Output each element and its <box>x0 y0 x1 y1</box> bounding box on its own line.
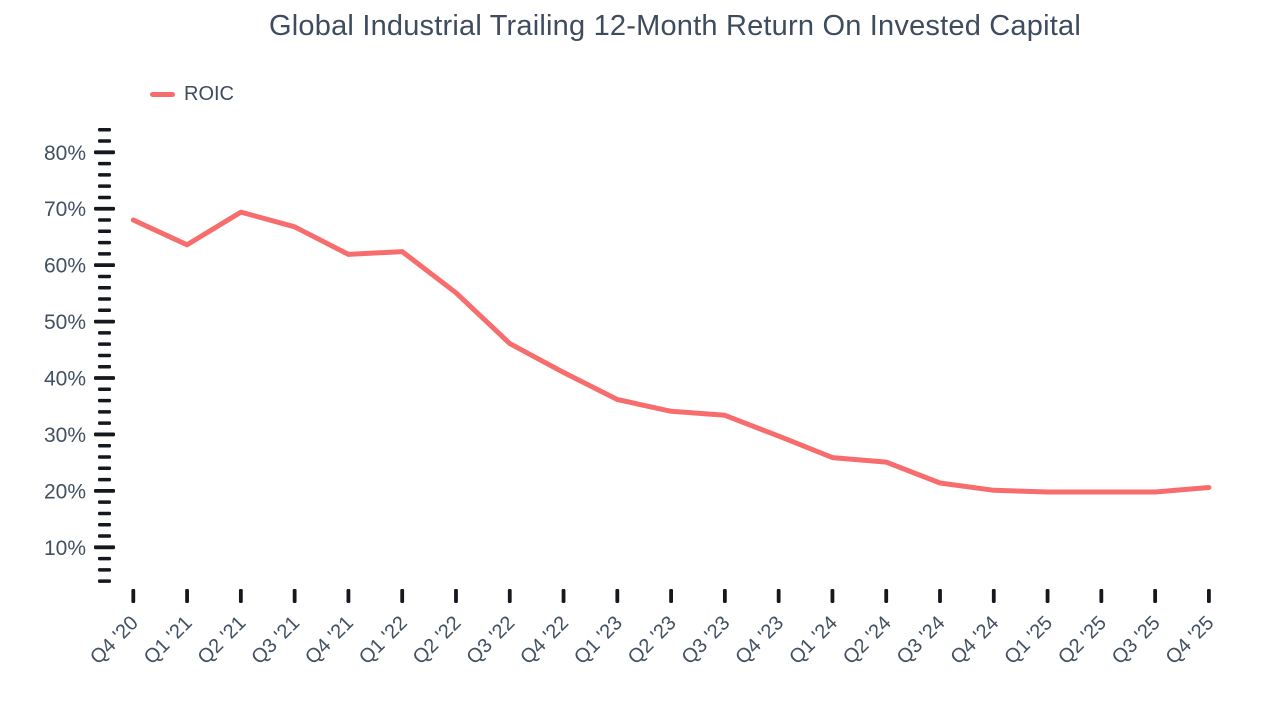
y-axis-minor-tick <box>98 285 111 290</box>
y-axis-minor-tick <box>98 229 111 234</box>
x-axis-tick <box>991 589 996 603</box>
x-axis-label: Q1 '23 <box>570 612 627 669</box>
x-axis-label: Q2 '24 <box>839 612 896 669</box>
x-axis-label: Q3 '21 <box>247 612 304 669</box>
y-axis-label: 10% <box>44 537 86 560</box>
y-axis-major-tick <box>94 432 115 437</box>
y-axis-minor-tick <box>98 331 111 335</box>
y-axis-minor-tick <box>98 161 111 166</box>
y-axis-minor-tick <box>98 579 111 583</box>
y-axis-label: 20% <box>44 480 86 503</box>
x-axis-label: Q2 '25 <box>1054 612 1111 669</box>
y-axis-major-tick <box>94 206 115 211</box>
x-axis-label: Q3 '24 <box>893 612 950 669</box>
y-axis-major-tick <box>94 263 115 268</box>
x-axis-tick <box>185 589 189 603</box>
y-axis-major-tick <box>94 545 115 550</box>
y-axis-minor-tick <box>98 308 111 313</box>
x-axis-tick <box>830 589 835 603</box>
x-axis-label: Q4 '21 <box>301 612 358 669</box>
x-axis-tick <box>938 589 942 603</box>
x-axis-tick <box>507 589 512 603</box>
y-axis-minor-tick <box>98 297 111 301</box>
y-axis-minor-tick <box>98 218 111 222</box>
y-axis-minor-tick <box>98 353 111 358</box>
y-axis-minor-tick <box>98 127 111 132</box>
x-axis-label: Q1 '25 <box>1000 612 1057 669</box>
y-axis-minor-tick <box>98 342 111 346</box>
y-axis-label: 40% <box>44 368 86 391</box>
x-axis-tick <box>131 589 136 603</box>
y-axis-minor-tick <box>98 455 111 459</box>
roic-series-line <box>130 209 1212 495</box>
y-axis-major-tick <box>94 150 115 155</box>
y-axis-minor-tick <box>98 443 111 448</box>
legend-label: ROIC <box>184 83 234 105</box>
y-axis-label: 70% <box>44 198 86 221</box>
y-axis-minor-tick <box>98 139 111 143</box>
y-axis-label: 60% <box>44 255 86 278</box>
line-swatch-icon <box>150 92 175 97</box>
x-axis-tick <box>884 589 889 603</box>
y-axis-minor-tick <box>98 195 111 200</box>
x-axis-tick <box>615 589 620 603</box>
y-axis-minor-tick <box>98 511 111 516</box>
y-axis-label: 80% <box>44 142 86 165</box>
x-axis-label: Q3 '25 <box>1108 612 1165 669</box>
x-axis-label: Q3 '23 <box>678 612 735 669</box>
chart-title: Global Industrial Trailing 12-Month Retu… <box>269 10 1081 42</box>
y-axis-minor-tick <box>98 398 111 403</box>
x-axis-label: Q1 '22 <box>355 612 412 669</box>
y-axis-minor-tick <box>98 364 111 369</box>
x-axis-tick <box>1045 589 1050 603</box>
x-axis-label: Q4 '23 <box>731 612 788 669</box>
y-axis-minor-tick <box>98 466 111 471</box>
y-axis-major-tick <box>94 376 115 380</box>
y-axis-minor-tick <box>98 568 111 572</box>
y-axis-minor-tick <box>98 534 111 538</box>
x-axis-label: Q4 '24 <box>947 612 1004 669</box>
y-axis-minor-tick <box>98 522 111 527</box>
x-axis-label: Q4 '25 <box>1162 612 1219 669</box>
x-axis-label: Q2 '21 <box>194 612 251 669</box>
y-axis-minor-tick <box>98 184 111 188</box>
y-axis-minor-tick <box>98 556 111 561</box>
x-axis-tick <box>1099 589 1104 603</box>
x-axis-tick <box>776 589 781 603</box>
x-axis-label: Q2 '22 <box>409 612 466 669</box>
x-axis-tick <box>292 589 297 603</box>
x-axis-tick <box>669 589 673 603</box>
x-axis-label: Q1 '24 <box>785 612 842 669</box>
x-axis-label: Q1 '21 <box>140 612 197 669</box>
x-axis-tick <box>238 589 243 603</box>
y-axis-label: 50% <box>44 311 86 334</box>
y-axis-minor-tick <box>98 477 111 482</box>
y-axis-minor-tick <box>98 410 111 414</box>
x-axis-label: Q4 '20 <box>86 612 143 669</box>
y-axis-minor-tick <box>98 500 111 504</box>
x-axis-tick <box>722 589 727 603</box>
y-axis-minor-tick <box>98 274 111 279</box>
x-axis-label: Q3 '22 <box>463 612 520 669</box>
y-axis-minor-tick <box>98 252 111 256</box>
y-axis-minor-tick <box>98 173 111 177</box>
y-axis-major-tick <box>94 488 115 493</box>
y-axis-minor-tick <box>98 421 111 425</box>
y-axis-minor-tick <box>98 387 111 392</box>
x-axis-tick <box>1153 589 1158 603</box>
y-axis-minor-tick <box>98 240 111 245</box>
y-axis-label: 30% <box>44 424 86 447</box>
x-axis-tick <box>400 589 405 603</box>
x-axis-tick <box>561 589 566 603</box>
x-axis-label: Q2 '23 <box>624 612 681 669</box>
legend-item-roic[interactable]: ROIC <box>150 83 234 106</box>
y-axis-major-tick <box>94 319 115 324</box>
x-axis-tick <box>454 589 458 603</box>
x-axis-label: Q4 '22 <box>516 612 573 669</box>
legend: ROIC <box>150 83 234 106</box>
x-axis-tick <box>346 589 351 603</box>
x-axis-tick <box>1207 589 1211 603</box>
